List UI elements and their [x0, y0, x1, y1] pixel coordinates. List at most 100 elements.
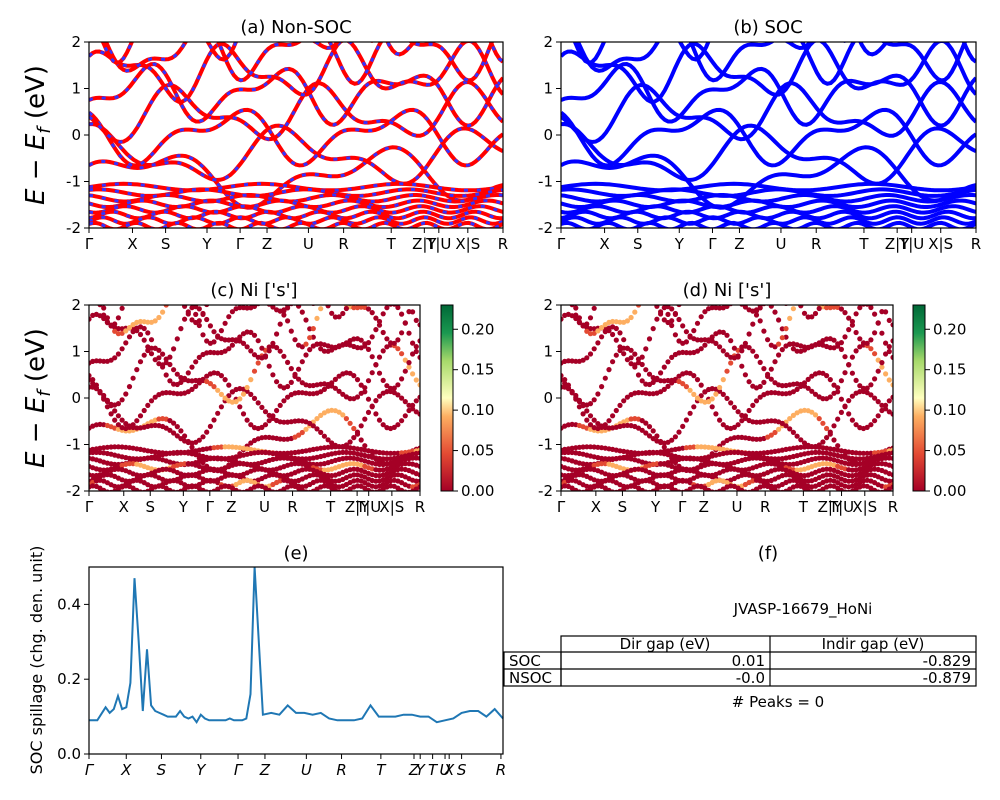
band-point	[890, 382, 893, 388]
band-point	[119, 444, 125, 450]
band-point	[270, 489, 276, 491]
band-point	[787, 426, 793, 432]
band-point	[318, 306, 324, 312]
band-point	[654, 461, 660, 467]
band-point	[861, 290, 866, 295]
band-line	[561, 181, 976, 193]
band-point	[610, 359, 616, 365]
band-point	[790, 429, 797, 435]
band-point	[399, 487, 405, 491]
band-point	[362, 292, 367, 297]
band-point	[772, 344, 778, 350]
band-point	[661, 317, 667, 323]
band-point	[333, 249, 338, 254]
band-point	[691, 328, 697, 334]
colorbar-tick-label: 0.15	[461, 361, 494, 379]
band-point	[354, 345, 361, 351]
band-point	[285, 318, 291, 324]
band-point	[824, 305, 830, 311]
band-point	[669, 354, 675, 360]
band-point	[632, 309, 638, 315]
band-point	[691, 444, 697, 450]
band-point	[274, 407, 280, 414]
band-point	[776, 260, 781, 265]
band-point	[687, 334, 693, 340]
band-point	[791, 294, 796, 299]
table-row-nsoc-dir: -0.0	[736, 669, 765, 687]
band-point	[299, 429, 305, 436]
band-point	[369, 489, 375, 491]
band-point	[702, 389, 708, 395]
band-point	[650, 428, 656, 434]
band-point	[413, 478, 419, 484]
band-point	[237, 461, 243, 467]
band-point	[402, 357, 408, 363]
band-point	[381, 276, 386, 281]
band-point	[384, 450, 390, 456]
band-point	[779, 326, 785, 332]
band-point	[148, 398, 155, 404]
band-point	[196, 322, 202, 329]
band-point	[683, 350, 690, 356]
band-point	[872, 351, 878, 357]
band-point	[288, 328, 294, 334]
band-point	[288, 366, 294, 372]
band-point	[373, 276, 378, 281]
band-point	[772, 429, 778, 436]
band-point	[101, 312, 107, 318]
band-point	[233, 487, 239, 491]
band-point	[182, 316, 188, 322]
band-point	[629, 289, 634, 294]
band-point	[591, 330, 597, 336]
band-point	[101, 395, 107, 401]
band-point	[853, 377, 859, 383]
band-point	[340, 449, 346, 455]
band-point	[384, 383, 390, 389]
band-point	[646, 336, 653, 342]
band-point	[178, 379, 184, 385]
band-point	[643, 288, 648, 293]
band-point	[820, 439, 826, 445]
band-point	[683, 384, 690, 390]
panel-a-xtick-label: R	[338, 235, 348, 253]
band-point	[248, 422, 254, 428]
band-point	[90, 473, 96, 479]
band-point	[322, 298, 327, 303]
band-point	[776, 426, 782, 432]
band-point	[167, 487, 173, 491]
band-point	[868, 337, 874, 343]
band-point	[149, 280, 154, 285]
band-point	[362, 443, 368, 449]
band-point	[606, 367, 612, 373]
panel-e-xtick-label: U	[440, 761, 451, 779]
band-point	[805, 385, 811, 391]
band-point	[595, 328, 601, 334]
band-point	[366, 292, 371, 297]
band-point	[274, 379, 280, 385]
band-point	[850, 282, 855, 287]
band-point	[193, 359, 199, 365]
band-point	[318, 294, 323, 299]
band-point	[654, 285, 659, 290]
band-point	[868, 305, 874, 311]
band-point	[215, 350, 221, 356]
band-point	[391, 340, 397, 346]
band-point	[724, 264, 729, 269]
band-point	[174, 424, 180, 430]
band-point	[599, 334, 605, 340]
band-point	[805, 376, 811, 382]
band-point	[839, 275, 844, 280]
band-point	[365, 378, 372, 384]
band-point	[699, 264, 704, 269]
band-point	[104, 404, 110, 410]
band-point	[632, 284, 637, 289]
band-point	[864, 424, 870, 430]
band-point	[329, 258, 334, 263]
band-point	[761, 379, 767, 385]
band-point	[713, 340, 719, 346]
band-point	[296, 418, 302, 424]
panel-b-xtick-label: Z	[734, 235, 744, 253]
band-point	[691, 391, 697, 397]
band-point	[376, 370, 383, 376]
band-point	[857, 270, 862, 275]
